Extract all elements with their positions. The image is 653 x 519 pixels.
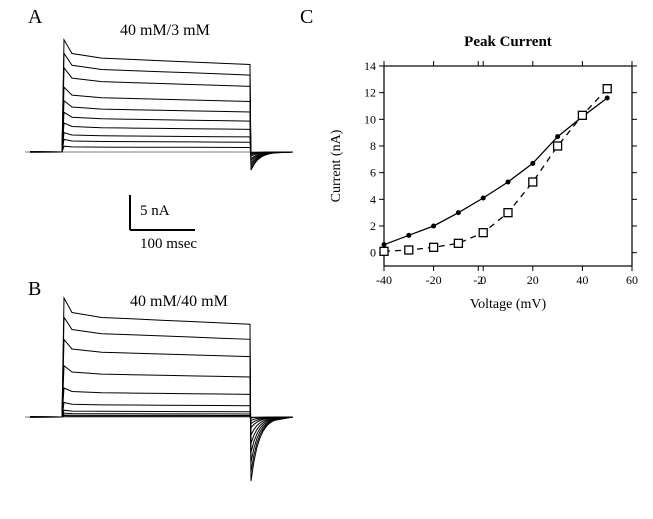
marker-square — [380, 247, 388, 255]
panel-a-traces — [20, 24, 300, 184]
series-line-filled-circles — [384, 98, 607, 245]
y-axis-label: Current (nA) — [329, 129, 344, 202]
scalebar-y-label: 5 nA — [140, 203, 170, 219]
xtick-label: -20 — [426, 273, 442, 287]
marker-square — [504, 209, 512, 217]
marker-circle — [431, 224, 436, 229]
figure-root: A 40 mM/3 mM 5 nA 100 msec B 40 mM/40 mM… — [0, 0, 653, 518]
xtick-label: 0 — [480, 273, 486, 287]
xtick-label: 60 — [626, 273, 638, 287]
panel-b-condition: 40 mM/40 mM — [130, 293, 228, 311]
ytick-label: 10 — [364, 112, 376, 126]
ytick-label: 0 — [370, 246, 376, 260]
marker-circle — [530, 161, 535, 166]
marker-square — [603, 85, 611, 93]
x-axis-label: Voltage (mV) — [470, 297, 547, 312]
xtick-label: -40 — [376, 273, 392, 287]
panel-a-condition: 40 mM/3 mM — [120, 22, 210, 40]
scalebar-x-label: 100 msec — [140, 236, 197, 252]
xtick-label: 20 — [527, 273, 539, 287]
marker-circle — [555, 134, 560, 139]
series-line-open-squares — [384, 89, 607, 252]
scalebar: 5 nA 100 msec — [110, 190, 260, 260]
marker-circle — [481, 196, 486, 201]
chart-axes-box — [384, 66, 632, 266]
marker-circle — [382, 242, 387, 247]
ytick-label: 14 — [364, 59, 376, 73]
ytick-label: 8 — [370, 139, 376, 153]
chart-title: Peak Current — [464, 34, 552, 50]
marker-square — [529, 178, 537, 186]
marker-circle — [605, 96, 610, 101]
ytick-label: 12 — [364, 86, 376, 100]
marker-circle — [456, 210, 461, 215]
ytick-label: 4 — [370, 192, 376, 206]
marker-square — [454, 239, 462, 247]
ytick-label: 6 — [370, 166, 376, 180]
panel-c-chart: Peak Current02468101214-40-20-20204060Vo… — [320, 24, 650, 334]
marker-square — [554, 142, 562, 150]
panel-b-traces — [20, 294, 300, 519]
marker-square — [430, 243, 438, 251]
marker-square — [405, 246, 413, 254]
marker-square — [479, 229, 487, 237]
ytick-label: 2 — [370, 219, 376, 233]
xtick-label: 40 — [576, 273, 588, 287]
marker-square — [578, 111, 586, 119]
marker-circle — [506, 180, 511, 185]
panel-c-label: C — [300, 6, 313, 29]
marker-circle — [406, 233, 411, 238]
